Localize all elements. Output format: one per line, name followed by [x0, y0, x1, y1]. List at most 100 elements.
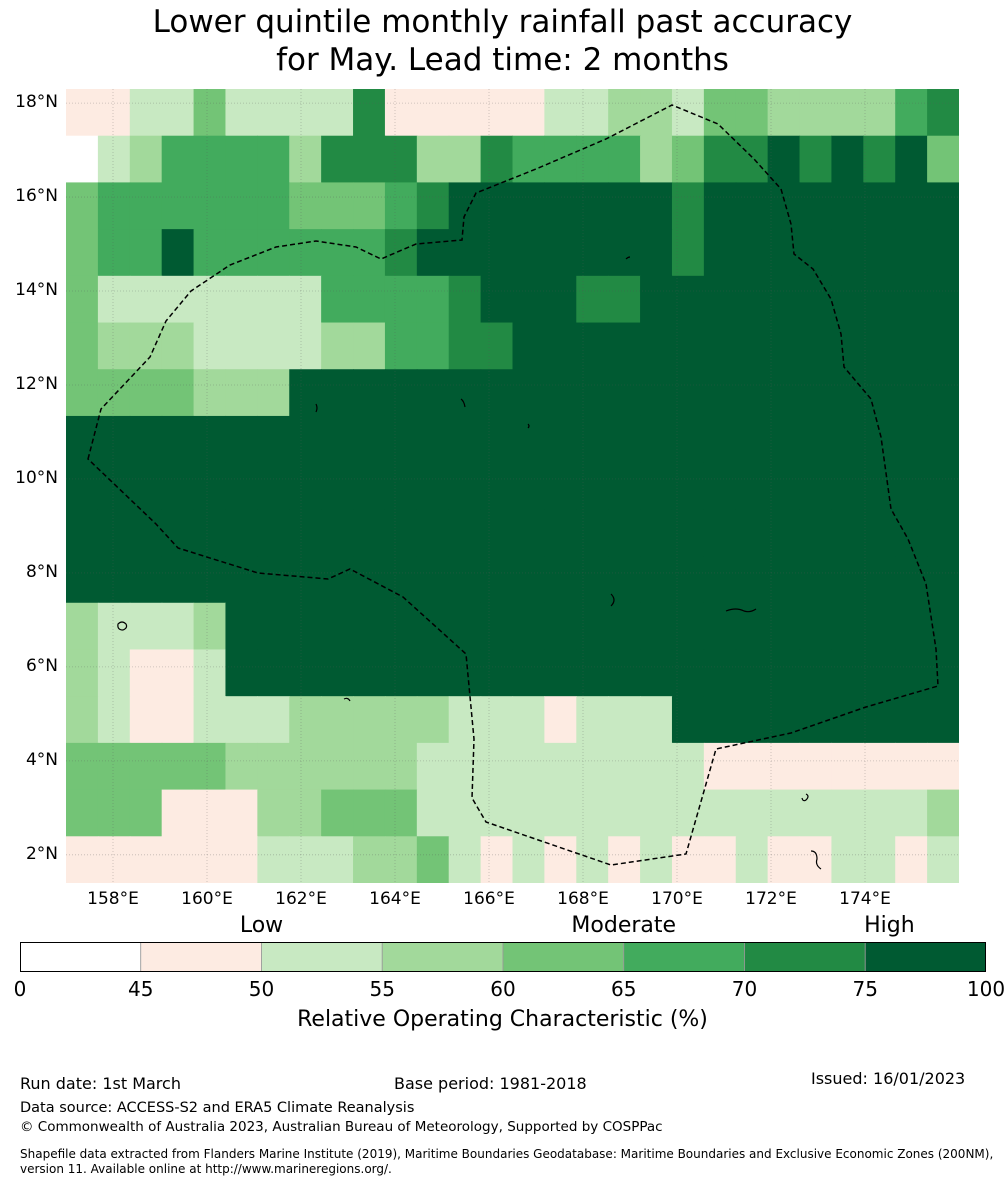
map-cell	[416, 836, 450, 883]
map-cell	[480, 602, 514, 651]
map-cell	[416, 742, 450, 791]
map-cell	[703, 462, 737, 510]
map-cell	[193, 322, 227, 370]
map-cell	[576, 229, 609, 277]
map-cell	[97, 649, 131, 697]
map-cell	[416, 509, 450, 557]
map-cell	[416, 275, 450, 324]
map-cell	[703, 509, 737, 557]
map-cell	[671, 696, 705, 744]
map-cell	[512, 556, 545, 604]
map-cell	[576, 556, 609, 604]
map-cell	[512, 135, 545, 184]
map-cell	[927, 275, 959, 324]
map-cell	[225, 696, 258, 744]
map-cell	[353, 462, 386, 510]
map-cell	[257, 556, 290, 604]
map-cell	[480, 275, 514, 324]
map-cell	[576, 602, 609, 651]
map-cell	[608, 135, 641, 184]
map-cell	[193, 275, 227, 324]
map-cell	[161, 182, 195, 230]
map-cell	[129, 556, 163, 604]
map-cell	[225, 229, 258, 277]
map-cell	[640, 462, 673, 510]
map-cell	[671, 275, 705, 324]
map-cell	[512, 182, 545, 230]
map-cell	[193, 462, 227, 510]
map-cell	[799, 89, 833, 137]
map-cell	[448, 275, 482, 324]
map-cell	[640, 322, 673, 370]
latitude-label: 4°N	[25, 749, 58, 770]
rainfall-accuracy-map	[66, 89, 959, 883]
map-cell	[257, 369, 290, 417]
map-cell	[735, 369, 769, 417]
map-cell	[480, 369, 514, 417]
map-cell	[289, 229, 322, 277]
map-cell	[735, 789, 769, 837]
map-grid-cells	[66, 89, 959, 883]
map-cell	[640, 602, 673, 651]
map-cell	[321, 229, 354, 277]
map-cell	[608, 229, 641, 277]
category-label-moderate: Moderate	[571, 913, 677, 938]
map-cell	[66, 789, 99, 837]
map-cell	[799, 649, 833, 697]
map-cell	[416, 789, 450, 837]
map-cell	[97, 696, 131, 744]
map-cell	[640, 182, 673, 230]
map-cell	[703, 275, 737, 324]
map-cell	[416, 649, 450, 697]
map-cell	[671, 369, 705, 417]
map-cell	[703, 789, 737, 837]
map-cell	[544, 415, 577, 464]
map-cell	[895, 696, 928, 744]
map-cell	[448, 415, 482, 464]
map-cell	[129, 369, 163, 417]
map-cell	[671, 229, 705, 277]
map-cell	[703, 696, 737, 744]
map-cell	[703, 229, 737, 277]
map-cell	[767, 369, 801, 417]
map-cell	[161, 602, 195, 651]
map-cell	[799, 602, 833, 651]
map-cell	[544, 462, 577, 510]
map-cell	[895, 369, 928, 417]
map-cell	[640, 369, 673, 417]
map-cell	[640, 649, 673, 697]
map-cell	[863, 649, 896, 697]
map-cell	[289, 89, 322, 137]
map-cell	[257, 509, 290, 557]
map-cell	[735, 89, 769, 137]
map-cell	[257, 415, 290, 464]
map-cell	[161, 649, 195, 697]
map-cell	[927, 649, 959, 697]
shapefile-credit: Shapefile data extracted from Flanders M…	[20, 1147, 994, 1176]
map-cell	[831, 415, 864, 464]
map-cell	[257, 602, 290, 651]
map-cell	[161, 229, 195, 277]
map-cell	[703, 649, 737, 697]
chart-title-line-1: Lower quintile monthly rainfall past acc…	[152, 4, 853, 40]
map-cell	[799, 836, 833, 883]
map-cell	[225, 322, 258, 370]
map-cell	[321, 369, 354, 417]
map-cell	[66, 462, 99, 510]
map-cell	[544, 649, 577, 697]
map-cell	[384, 89, 418, 137]
map-cell	[927, 89, 959, 137]
map-cell	[321, 602, 354, 651]
map-cell	[289, 696, 322, 744]
map-cell	[640, 696, 673, 744]
map-cell	[448, 696, 482, 744]
map-cell	[576, 322, 609, 370]
map-cell	[193, 509, 227, 557]
map-cell	[512, 649, 545, 697]
map-cell	[321, 135, 354, 184]
colorbar-tick-label: 45	[128, 977, 154, 1001]
colorbar-tick-label: 55	[369, 977, 395, 1001]
base-period: Base period: 1981-2018	[394, 1074, 587, 1093]
map-cell	[448, 509, 482, 557]
map-cell	[671, 556, 705, 604]
